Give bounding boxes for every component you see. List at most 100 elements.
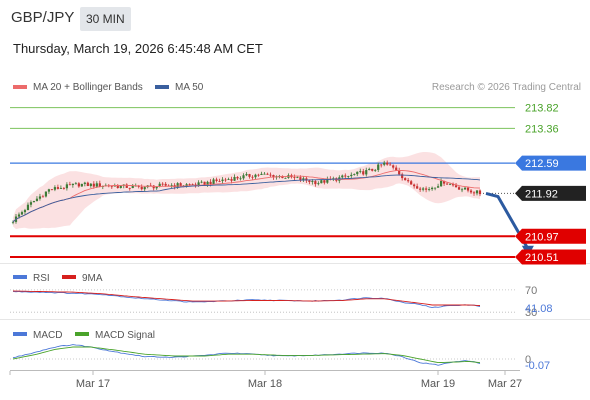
candle	[377, 164, 380, 170]
candle	[242, 175, 245, 179]
pivot-level-label: 212.59	[525, 158, 559, 170]
pivot-level-label-bg	[515, 155, 586, 171]
candle	[401, 174, 404, 179]
candle	[431, 187, 434, 190]
rsi-last-value: 41.08	[525, 303, 553, 315]
candle	[359, 171, 362, 173]
candle	[197, 182, 200, 186]
candle	[296, 177, 299, 179]
legend-label-macd: MACD	[33, 330, 62, 341]
time-axis: Mar 17 Mar 18 Mar 19 Mar 27	[9, 371, 522, 390]
candle	[203, 181, 206, 185]
rsi-series-main	[12, 290, 481, 309]
legend-swatch-macd	[13, 332, 27, 336]
candle	[410, 181, 413, 185]
candle	[245, 174, 248, 176]
candle	[341, 175, 344, 178]
candle	[442, 180, 446, 184]
candle	[419, 188, 422, 190]
candle	[365, 170, 368, 175]
candle	[425, 188, 428, 190]
candle	[68, 184, 71, 186]
candle	[161, 183, 164, 185]
candle	[92, 183, 95, 187]
candle	[23, 210, 27, 213]
watermark: Research © 2026 Trading Central	[432, 82, 581, 93]
candle	[368, 168, 371, 171]
candle	[98, 183, 101, 187]
candle	[475, 190, 479, 194]
price-panel: 213.82 213.36 212.59 211.92 210.97 210.51	[10, 103, 586, 265]
candle	[407, 180, 410, 182]
candle	[80, 183, 83, 187]
candle	[215, 179, 218, 181]
macd-last-value: -0.07	[525, 360, 550, 372]
rsi-series-signal	[12, 290, 481, 306]
candle	[20, 212, 24, 215]
candle	[191, 184, 194, 186]
candle	[263, 173, 266, 175]
macd-series-signal	[12, 346, 481, 364]
legend-label-rsi-ma: 9MA	[82, 273, 103, 284]
candle	[47, 189, 51, 192]
legend-label-rsi: RSI	[33, 273, 50, 284]
candle	[469, 190, 473, 193]
candle	[206, 181, 209, 185]
candle	[77, 183, 80, 187]
candle	[463, 187, 467, 190]
header: GBP/JPY 30 MIN	[0, 0, 590, 36]
legend-swatch-rsi	[13, 275, 27, 279]
candle	[158, 183, 161, 187]
timeframe-button[interactable]: 30 MIN	[80, 7, 131, 31]
candle	[95, 183, 98, 187]
candle	[236, 177, 239, 179]
candle	[221, 179, 224, 182]
forecast-arrow	[485, 191, 530, 250]
candle	[448, 183, 452, 185]
candle	[71, 183, 74, 186]
time-axis-label: Mar 18	[248, 378, 282, 390]
candle	[383, 162, 386, 165]
resistance-level-label: 213.36	[525, 123, 559, 135]
candle	[74, 183, 77, 185]
candle	[436, 186, 440, 188]
candle	[314, 181, 317, 185]
support-level-label: 210.51	[525, 252, 559, 264]
candle	[269, 174, 272, 176]
legend-label-macd-signal: MACD Signal	[95, 330, 155, 341]
candle	[302, 178, 305, 180]
rsi-legend: RSI 9MA	[13, 273, 103, 284]
candle	[62, 187, 65, 189]
candle	[454, 185, 458, 188]
time-axis-label: Mar 19	[421, 378, 455, 390]
candle	[11, 221, 15, 223]
candle	[428, 189, 431, 190]
chart-datetime: Thursday, March 19, 2026 6:45:48 AM CET	[13, 41, 263, 56]
candle	[29, 202, 33, 205]
macd-panel: 0-0.07	[10, 344, 550, 372]
candle	[125, 184, 128, 188]
candle	[188, 184, 191, 186]
candle	[466, 187, 470, 191]
candle	[179, 183, 182, 186]
candle	[176, 183, 179, 188]
candle	[128, 187, 131, 189]
candle	[110, 186, 113, 188]
legend-swatch-macd-signal	[75, 332, 89, 336]
candle	[260, 173, 263, 175]
candle	[460, 189, 464, 191]
candle	[413, 184, 416, 187]
candle	[212, 179, 215, 185]
rsi-level-label: 70	[525, 285, 537, 297]
candle	[86, 182, 89, 187]
rsi-level-label: 30	[525, 307, 537, 319]
instrument-title: GBP/JPY	[11, 9, 75, 26]
candle	[38, 196, 42, 199]
candle	[353, 174, 356, 175]
candle	[17, 214, 21, 217]
candle	[152, 185, 155, 189]
candle	[433, 187, 437, 189]
candle	[317, 183, 320, 185]
last-price-level-label-bg	[515, 185, 586, 201]
